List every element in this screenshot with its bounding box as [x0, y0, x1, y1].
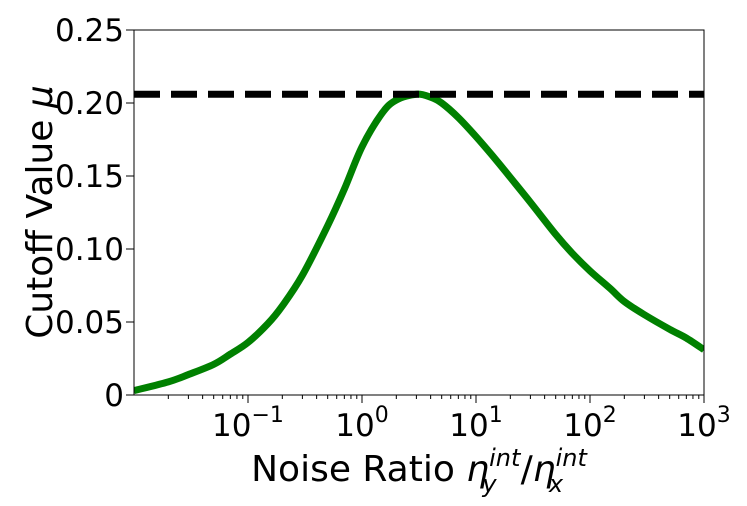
x-tick-label: 103 [677, 403, 730, 444]
y-tick-label: 0.15 [55, 159, 124, 195]
y-tick-label: 0.10 [55, 232, 124, 268]
x-axis-label-slash: / [521, 449, 534, 490]
x-axis-ticks: 10−1 100 101 102 103 [167, 395, 731, 444]
eta-x-superscript: int [556, 444, 589, 472]
mu-symbol: μ [20, 85, 61, 109]
y-axis-label: Cutoff Value μ [20, 85, 61, 339]
y-tick-label: 0.20 [55, 86, 124, 122]
y-tick-label: 0.25 [55, 13, 124, 49]
x-axis-label: Noise Ratio ηint y/ηint x [251, 444, 588, 498]
eta-y-superscript: int [489, 444, 522, 472]
y-tick-label: 0 [104, 378, 124, 414]
x-tick-label: 101 [449, 403, 502, 444]
eta-x-subscript: x [548, 470, 564, 498]
eta-x-symbol: η [533, 449, 556, 490]
x-tick-label: 100 [335, 403, 388, 444]
y-tick-label: 0.05 [55, 305, 124, 341]
x-axis-label-prefix: Noise Ratio [251, 449, 466, 490]
y-axis-label-text: Cutoff Value [20, 108, 61, 339]
y-axis-ticks: 0 0.05 0.10 0.15 0.20 0.25 [55, 13, 134, 414]
cutoff-value-curve [134, 90, 704, 395]
eta-y-symbol: η [466, 449, 489, 490]
plot-frame [133, 29, 705, 396]
x-tick-label: 10−1 [212, 403, 284, 444]
eta-y-subscript: y [481, 470, 497, 498]
x-tick-label: 102 [563, 403, 616, 444]
series-layer [134, 90, 704, 395]
